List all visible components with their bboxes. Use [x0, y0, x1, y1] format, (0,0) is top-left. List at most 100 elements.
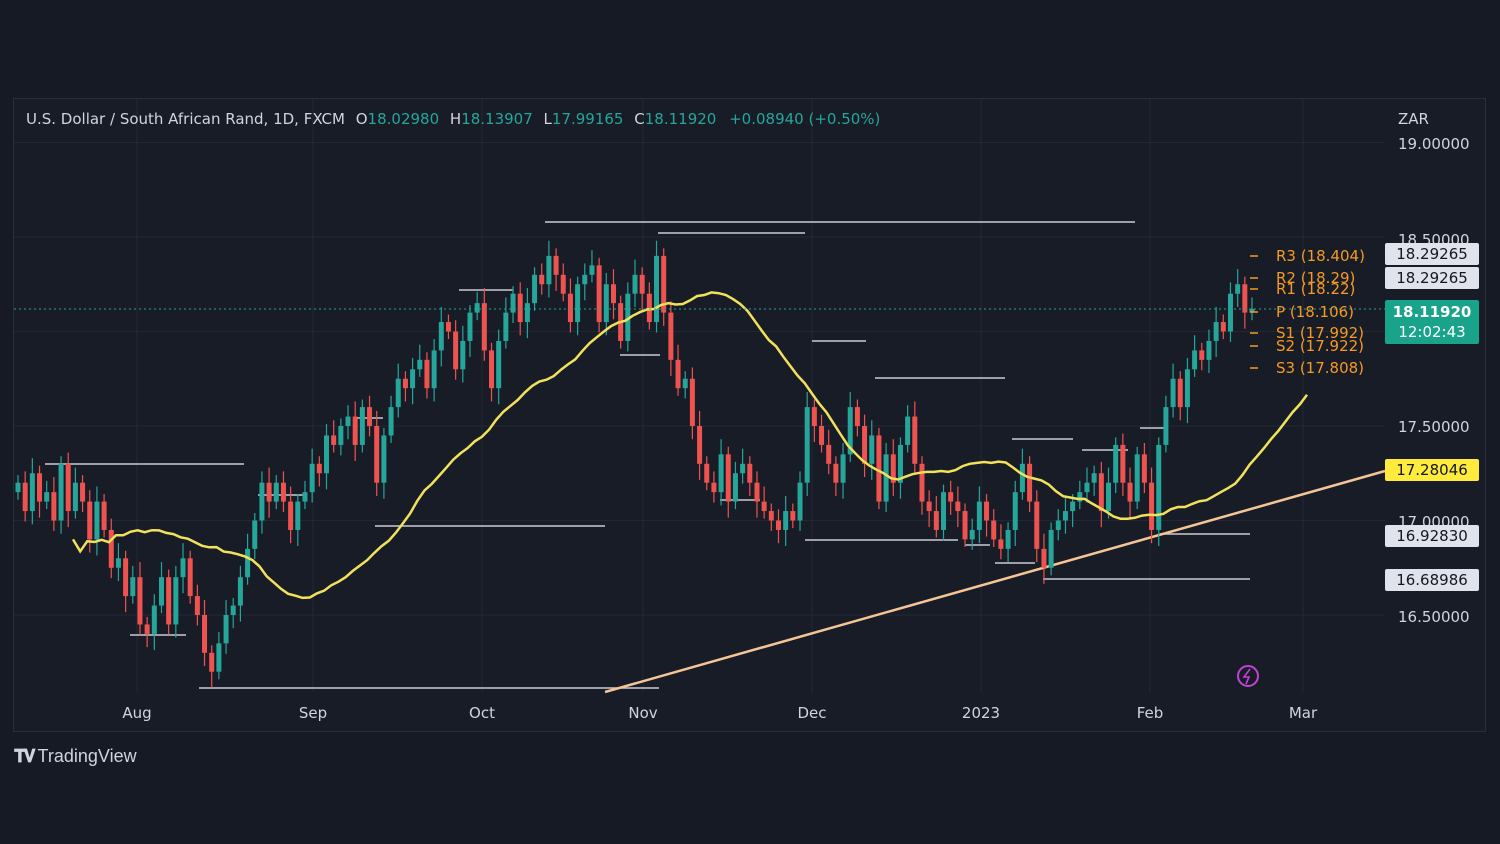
close-value: 18.11920	[644, 110, 717, 128]
candle-body	[22, 482, 28, 512]
candle-body	[65, 463, 71, 512]
candle-body	[273, 482, 279, 502]
candle-body	[352, 416, 358, 445]
candle-body	[158, 577, 164, 606]
candle-body	[1227, 293, 1233, 332]
candle-body	[438, 322, 444, 351]
close-label: C	[634, 110, 645, 128]
candle-body	[94, 501, 100, 540]
candle-body	[467, 312, 473, 341]
candle-body	[1163, 407, 1169, 445]
candle-body	[532, 274, 538, 304]
candle-body	[223, 615, 229, 644]
candle-body	[610, 284, 616, 304]
candle-body	[560, 274, 566, 294]
candle-body	[1041, 548, 1047, 568]
candle-body	[1149, 482, 1155, 530]
x-tick-label: Sep	[299, 704, 327, 722]
candle-body	[1091, 473, 1097, 483]
candle-body	[826, 444, 832, 464]
candle-body	[324, 435, 329, 474]
tradingview-logo[interactable]: 𝐓𝐕 TradingView	[14, 746, 137, 767]
replay-icon[interactable]	[1237, 665, 1259, 687]
pivot-label: P (18.106)	[1276, 303, 1354, 321]
price-badge	[1385, 267, 1479, 289]
candle-body	[58, 463, 64, 521]
candle-body	[410, 369, 416, 389]
candle-body	[37, 473, 43, 502]
x-tick-label: Oct	[469, 704, 495, 722]
candle-body	[1120, 444, 1126, 483]
candle-body	[589, 265, 595, 275]
candle-body	[783, 511, 789, 530]
open-value: 18.02980	[367, 110, 440, 128]
candle-body	[991, 520, 997, 540]
candle-body	[890, 454, 896, 483]
candle-body	[1113, 444, 1119, 483]
candle-body	[1048, 529, 1054, 568]
candle-body	[926, 501, 932, 512]
candle-body	[288, 501, 294, 530]
candle-body	[539, 274, 545, 285]
x-tick-label: 2023	[962, 704, 1000, 722]
candle-body	[754, 482, 760, 502]
candle-body	[388, 407, 394, 436]
candle-body	[144, 624, 150, 634]
candle-body	[790, 511, 796, 521]
candle-body	[883, 454, 889, 502]
candle-body	[481, 303, 487, 351]
candle-body	[445, 322, 451, 332]
candle-body	[280, 482, 286, 502]
candle-body	[460, 340, 466, 370]
candle-body	[804, 407, 810, 483]
candle-body	[29, 473, 35, 512]
candle-body	[216, 643, 222, 672]
candle-body	[761, 501, 767, 512]
price-badges: 18.29265 18.29265 17.28046 16.92830 16.68986…	[1385, 243, 1479, 591]
candle-body	[912, 416, 918, 464]
current-price-label: 18.11920	[1393, 303, 1472, 321]
candle-body	[187, 558, 193, 597]
candle-body	[295, 501, 301, 530]
high-value: 18.13907	[461, 110, 533, 128]
grid	[14, 99, 1385, 692]
candle-body	[567, 293, 573, 323]
symbol-title[interactable]: U.S. Dollar / South African Rand, 1D, FX…	[26, 110, 345, 128]
candle-body	[897, 444, 903, 483]
candle-body	[1070, 501, 1076, 512]
candle-body	[869, 435, 875, 464]
candle-body	[998, 539, 1004, 549]
price-badge	[1385, 243, 1479, 265]
candle-body	[1184, 369, 1190, 408]
candle-body	[948, 492, 954, 502]
candle-body	[582, 274, 588, 285]
candle-body	[15, 482, 21, 493]
candle-body	[661, 255, 667, 313]
candle-body	[854, 407, 860, 426]
candle-body	[1019, 463, 1025, 493]
candle-body	[1127, 482, 1133, 502]
candle-body	[1235, 284, 1241, 294]
candle-body	[654, 255, 660, 323]
candle-body	[252, 520, 258, 549]
candle-body	[976, 501, 982, 530]
candle-body	[431, 350, 437, 389]
candle-body	[123, 558, 129, 597]
candle-body	[646, 293, 652, 323]
candle-body	[811, 407, 817, 426]
candle-body	[173, 577, 179, 625]
pivot-label: R2 (18.29)	[1276, 269, 1355, 287]
time-axis[interactable]: Aug Sep Oct Nov Dec 2023 Feb Mar	[122, 704, 1318, 722]
symbol-legend: U.S. Dollar / South African Rand, 1D, FX…	[26, 110, 880, 128]
candle-body	[137, 577, 143, 625]
candle-body	[381, 435, 387, 483]
candle-body	[1199, 350, 1205, 360]
candle-body	[44, 492, 50, 502]
candle-body	[732, 473, 738, 502]
candle-body	[675, 359, 681, 389]
x-tick-label: Mar	[1289, 704, 1318, 722]
candle-body	[919, 463, 925, 502]
chart-frame[interactable]	[13, 98, 1486, 732]
